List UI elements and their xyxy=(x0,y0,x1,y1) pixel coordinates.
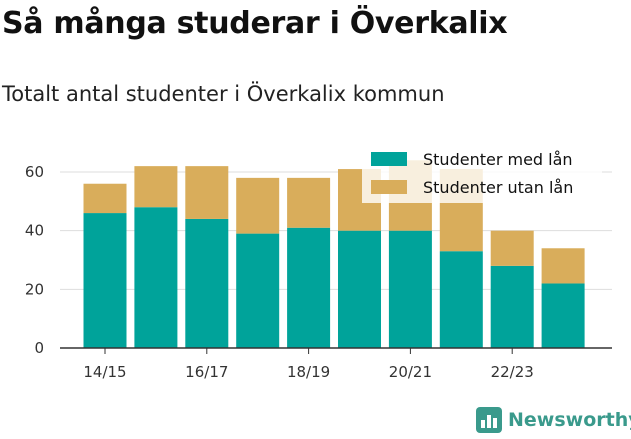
stacked-bar-chart: 0 20 40 60 14/15 16/17 18/19 20/21 22/23 Student… xyxy=(24,150,612,381)
bar-segment-med-lan xyxy=(490,265,534,348)
bar-segment-med-lan xyxy=(83,213,127,348)
bar-chart-logo-icon xyxy=(476,407,502,433)
bar-segment-med-lan xyxy=(388,230,432,348)
brand-name: Newsworthy xyxy=(508,409,631,431)
y-tick-label: 20 xyxy=(25,280,44,298)
chart-subtitle: Totalt antal studenter i Överkalix kommu… xyxy=(2,82,445,106)
bar-segment-med-lan xyxy=(287,227,331,348)
bar-segment-utan-lan xyxy=(541,248,585,284)
bar-segment-med-lan xyxy=(134,207,178,348)
bar-segment-utan-lan xyxy=(490,230,534,266)
chart-title: Så många studerar i Överkalix xyxy=(2,6,508,41)
x-tick-label: 16/17 xyxy=(185,363,228,381)
legend-label: Studenter utan lån xyxy=(423,178,573,197)
legend-swatch xyxy=(371,180,407,194)
x-tick-label: 20/21 xyxy=(389,363,432,381)
bar-segment-utan-lan xyxy=(83,183,127,214)
x-tick-label: 14/15 xyxy=(83,363,126,381)
y-tick-label: 40 xyxy=(25,222,44,240)
newsworthy-logo: Newsworthy xyxy=(476,407,631,433)
x-tick-label: 18/19 xyxy=(287,363,330,381)
bar-segment-utan-lan xyxy=(134,166,178,208)
legend-label: Studenter med lån xyxy=(423,150,573,169)
y-tick-label: 60 xyxy=(25,163,44,181)
bar-segment-utan-lan xyxy=(185,166,229,219)
bar-segment-med-lan xyxy=(185,218,229,348)
bar-segment-utan-lan xyxy=(287,177,331,228)
bar-segment-med-lan xyxy=(541,283,585,348)
bar-segment-med-lan xyxy=(439,251,483,348)
legend-swatch xyxy=(371,152,407,166)
y-tick-label: 0 xyxy=(34,339,44,357)
bar-segment-med-lan xyxy=(338,230,381,348)
x-tick-label: 22/23 xyxy=(491,363,534,381)
bar-segment-med-lan xyxy=(236,233,280,348)
bar-segment-utan-lan xyxy=(236,177,280,234)
